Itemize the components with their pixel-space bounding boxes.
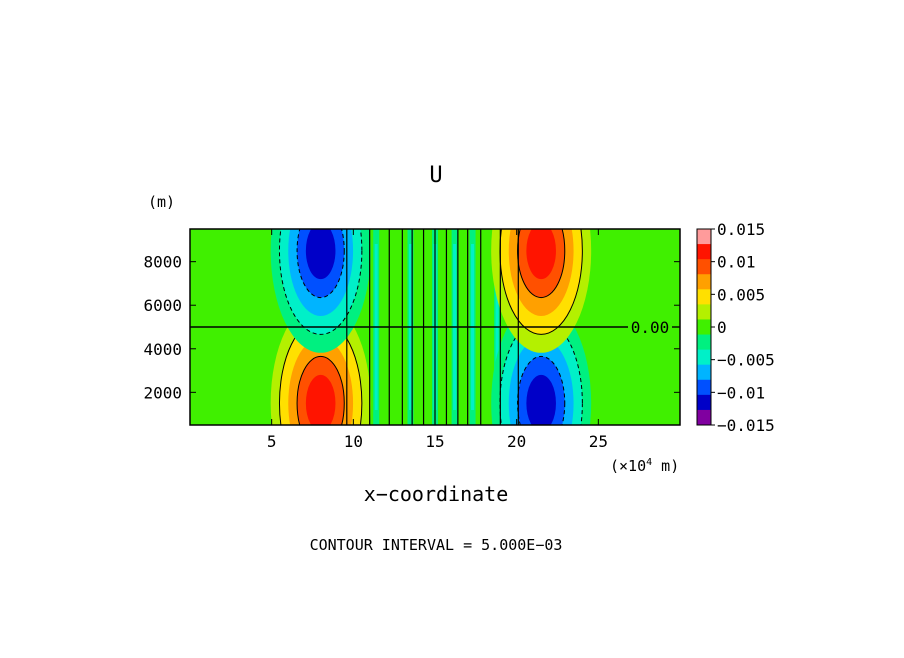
colorbar-swatch — [697, 229, 711, 245]
colorbar-swatch — [697, 394, 711, 411]
colorbar-swatch — [697, 334, 711, 351]
colorbar-swatch — [697, 244, 711, 260]
plot-area — [190, 229, 680, 425]
warm-core-left-level-5 — [305, 374, 336, 425]
y-tick-label: 2000 — [143, 383, 182, 402]
zero-contour-label: 0.00 — [631, 318, 670, 337]
x-axis: 5 10 15 20 25 — [267, 229, 608, 451]
colorbar-swatch — [697, 259, 711, 275]
x-axis-label: x−coordinate — [364, 482, 509, 506]
colorbar-swatch — [697, 349, 711, 366]
warm-core-right-level-5 — [526, 229, 556, 280]
chart-title: U — [429, 163, 442, 188]
colorbar-tick-label: 0 — [717, 318, 727, 337]
x-tick-label: 5 — [267, 432, 277, 451]
cold-core-left-level-5 — [305, 229, 336, 280]
x-tick-label: 15 — [425, 432, 444, 451]
colorbar-swatch — [697, 319, 711, 336]
colorbar-tick-label: −0.005 — [717, 351, 775, 370]
colorbar-swatch — [697, 379, 711, 396]
colorbar-swatch — [697, 274, 711, 290]
x-unit-label: (×104 m) — [610, 457, 679, 475]
colorbar-tick-label: 0.005 — [717, 285, 765, 304]
y-tick-label: 4000 — [143, 340, 182, 359]
colorbar-swatch — [697, 304, 711, 320]
cold-core-right-level-5 — [526, 374, 556, 425]
colorbar-swatch — [697, 409, 711, 426]
y-unit-label: (m) — [148, 193, 175, 211]
x-tick-label: 20 — [507, 432, 526, 451]
x-tick-label: 25 — [589, 432, 608, 451]
colorbar: 0.015 0.01 0.005 0 −0.005 −0.01 −0.015 — [696, 220, 775, 435]
colorbar-tick-label: −0.01 — [717, 383, 765, 402]
colorbar-tick-label: 0.01 — [717, 253, 756, 272]
y-tick-label: 8000 — [143, 253, 182, 272]
x-tick-label: 10 — [344, 432, 363, 451]
colorbar-swatch — [697, 289, 711, 305]
y-tick-label: 6000 — [143, 296, 182, 315]
colorbar-tick-label: −0.015 — [717, 416, 775, 435]
colorbar-swatch — [697, 364, 711, 381]
y-axis: 2000 4000 6000 8000 — [143, 253, 680, 402]
colorbar-tick-label: 0.015 — [717, 220, 765, 239]
contour-interval-note: CONTOUR INTERVAL = 5.000E−03 — [310, 536, 563, 554]
